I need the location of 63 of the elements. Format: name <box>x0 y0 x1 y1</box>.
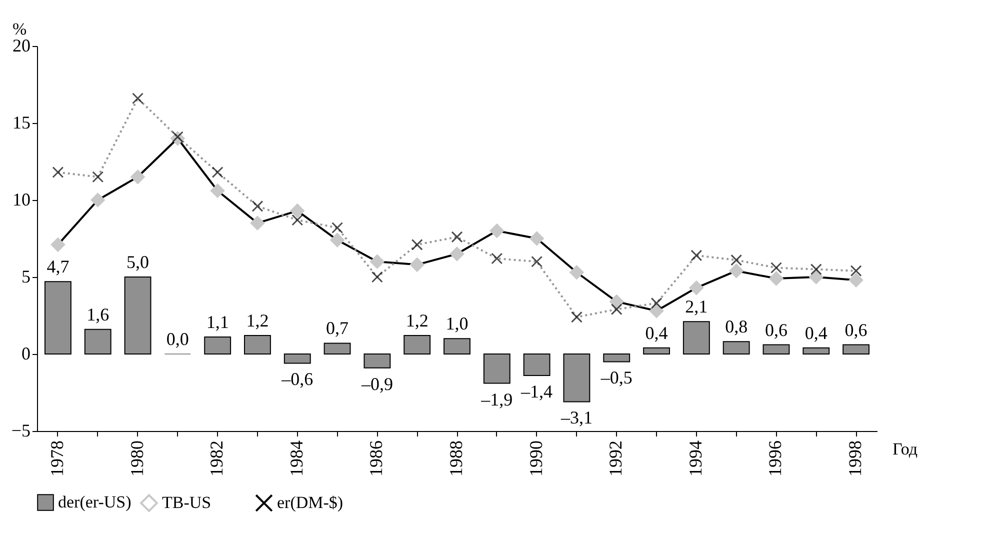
bar <box>444 338 470 354</box>
x-tick-label: 1980 <box>126 440 147 476</box>
x-tick-label: 1998 <box>845 440 866 476</box>
bar <box>284 354 311 364</box>
bar <box>404 335 431 354</box>
x-tick-label: 1982 <box>206 440 227 476</box>
data-label: 0,0 <box>166 329 189 349</box>
bar <box>643 347 670 354</box>
data-label: 1,0 <box>446 314 468 334</box>
y-tick-label: 20 <box>12 36 30 56</box>
bar <box>324 342 351 354</box>
x-tick-label: 1996 <box>765 440 786 476</box>
bar <box>523 354 550 376</box>
x-tick-label: 1994 <box>685 440 706 476</box>
x-tick-label: 1990 <box>526 440 546 476</box>
data-label: 1,1 <box>206 312 229 332</box>
y-tick-label: 5 <box>22 266 30 286</box>
data-label: 2,1 <box>685 296 708 317</box>
x-tick-label: 1978 <box>46 440 67 476</box>
data-label: 0,7 <box>326 318 349 338</box>
x-tick-label: 1986 <box>366 440 386 476</box>
legend-label: TB-US <box>162 493 212 512</box>
y-axis-title: % <box>12 20 27 38</box>
y-tick-label: 10 <box>12 190 30 210</box>
legend-label: der(er-US) <box>58 492 132 512</box>
bar <box>204 336 232 354</box>
x-tick-label: 1984 <box>286 440 306 476</box>
bar <box>124 276 152 354</box>
data-label: 0,4 <box>645 322 668 343</box>
bar <box>603 354 630 362</box>
bar <box>682 321 710 354</box>
x-axis-title: Год <box>892 440 918 458</box>
data-label: 1,2 <box>246 310 269 331</box>
data-label: 1,2 <box>406 310 428 331</box>
bar <box>44 281 72 354</box>
data-label: –0,6 <box>280 369 314 390</box>
data-label: –3,1 <box>560 408 592 428</box>
data-label: 1,6 <box>86 304 110 324</box>
y-tick-label: −5 <box>11 420 30 440</box>
bar <box>722 341 750 354</box>
bar <box>483 354 510 384</box>
bar <box>802 347 830 354</box>
data-label: 4,7 <box>46 256 70 277</box>
y-tick-label: 15 <box>12 112 30 132</box>
data-label: 5,0 <box>126 252 150 272</box>
bar <box>84 328 112 354</box>
data-label: 0,4 <box>804 322 828 343</box>
y-tick-label: 0 <box>22 344 30 364</box>
data-label: –0,5 <box>600 368 632 388</box>
data-label: 0,6 <box>764 320 788 340</box>
x-tick-label: 1992 <box>606 440 626 476</box>
data-label: –0,9 <box>360 374 393 394</box>
data-label: –1,9 <box>480 389 513 410</box>
bar <box>364 354 391 368</box>
bar <box>563 354 590 402</box>
bar <box>762 344 790 354</box>
legend-label: er(DM-$) <box>277 493 344 512</box>
data-label: 0,8 <box>725 316 748 337</box>
x-tick-label: 1988 <box>446 440 466 476</box>
bar <box>842 344 870 354</box>
data-label: 0,6 <box>844 320 868 340</box>
data-label: –1,4 <box>520 382 553 402</box>
bar <box>244 335 271 354</box>
